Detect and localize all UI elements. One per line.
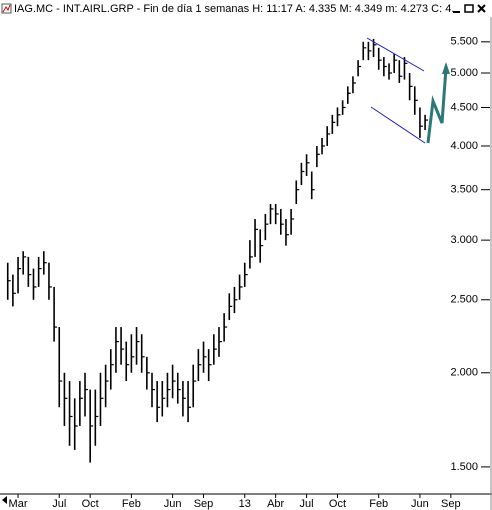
- chart-title: IAG.MC - INT.AIRL.GRP - Fin de día 1 sem…: [14, 3, 454, 15]
- x-tick-label: 13: [239, 498, 251, 510]
- plot-area: 6.0005.5005.0004.5004.0003.5003.0002.500…: [6, 7, 490, 473]
- x-tick-label: Oct: [329, 498, 346, 510]
- x-tick-label: Sep: [194, 498, 214, 510]
- forecast-arrow: [426, 67, 448, 144]
- channel-upper: [366, 37, 425, 72]
- y-tick-label: 2.500: [450, 294, 478, 306]
- arrow-head: [442, 62, 450, 74]
- x-tick-label: Oct: [82, 498, 99, 510]
- y-tick-label: 4.500: [450, 101, 478, 113]
- y-tick-label: 1.500: [450, 461, 478, 473]
- x-tick-label: Jul: [300, 498, 314, 510]
- app-icon-line: [2, 4, 11, 13]
- channel-lower: [370, 106, 426, 144]
- x-tick-label: Jul: [52, 498, 66, 510]
- y-tick-label: 3.000: [450, 234, 478, 246]
- y-tick-label: 5.000: [450, 67, 478, 79]
- y-tick-label: 2.000: [450, 367, 478, 379]
- title-bar: [0, 0, 492, 17]
- x-tick-label: Sep: [441, 498, 461, 510]
- x-tick-label: Abr: [267, 498, 284, 510]
- y-tick-label: 3.500: [450, 184, 478, 196]
- x-tick-label: Jun: [164, 498, 182, 510]
- maximize-button[interactable]: [464, 4, 474, 13]
- y-tick-label: 4.000: [450, 140, 478, 152]
- scroll-left[interactable]: [2, 496, 7, 504]
- y-tick-label: 5.500: [450, 36, 478, 48]
- x-tick-label: Feb: [122, 498, 141, 510]
- x-tick-label: Feb: [369, 498, 388, 510]
- x-tick-label: Jun: [411, 498, 429, 510]
- close-button[interactable]: [477, 4, 486, 13]
- x-tick-label: Mar: [9, 498, 28, 510]
